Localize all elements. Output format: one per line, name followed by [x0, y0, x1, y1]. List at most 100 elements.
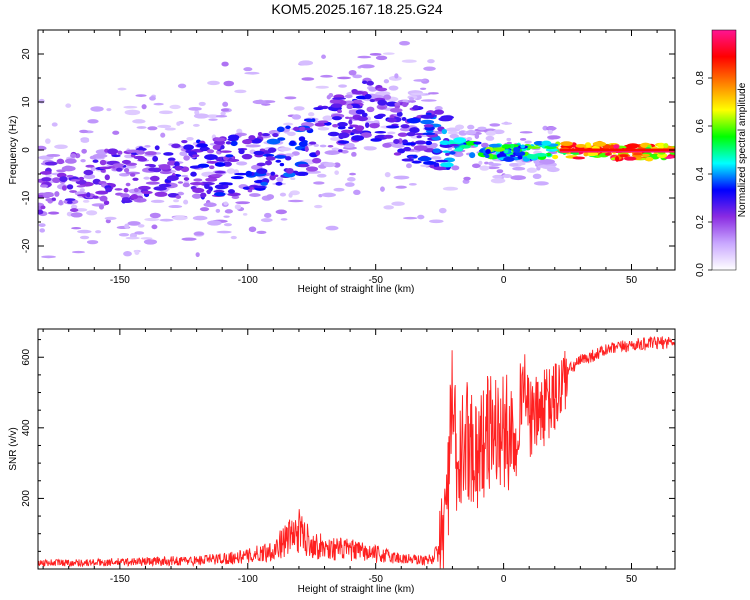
snr-y-ticks: 200 400 600 — [21, 339, 675, 570]
spectrogram-cell — [193, 231, 204, 236]
spectrogram-cell — [395, 185, 407, 189]
spectrogram-cell — [547, 129, 553, 135]
spectrogram-cell — [547, 126, 557, 131]
spectrogram-cell — [159, 218, 174, 222]
spectrogram-cell — [474, 133, 480, 139]
spectrogram-cell — [274, 174, 279, 177]
spectrogram-y-ticks: -20 -10 0 10 20 — [21, 29, 675, 271]
spectrogram-cell — [136, 197, 141, 202]
spectrogram-cell — [401, 158, 415, 162]
spectrogram-cell — [266, 138, 281, 145]
spectrogram-cell — [449, 133, 459, 139]
spectrogram-cell — [293, 126, 300, 132]
spectrogram-cell — [473, 141, 482, 145]
spectrogram-cell — [223, 80, 235, 87]
spectrogram-cell — [423, 161, 437, 165]
spectrogram-cell — [361, 80, 368, 84]
spectrogram-cell — [234, 172, 248, 176]
spectrogram-cell — [270, 171, 276, 176]
spectrogram-cell — [420, 119, 435, 125]
spectrogram-cell — [111, 154, 121, 158]
spectrogram-cell — [438, 116, 453, 122]
spectrogram-y-tick-label: -20 — [21, 238, 32, 253]
spectrogram-cell — [313, 181, 325, 185]
spectrogram-cell — [117, 150, 123, 155]
spectrogram-cell — [38, 223, 46, 228]
spectrogram-cell — [171, 143, 181, 149]
spectrogram-cell — [301, 77, 315, 81]
spectrogram-cell — [78, 176, 85, 181]
spectrogram-cell — [147, 126, 158, 131]
spectrogram-cell — [140, 237, 153, 240]
spectrogram-cell — [467, 124, 475, 130]
spectrogram-cell — [348, 116, 353, 120]
spectrogram-cell — [207, 220, 222, 226]
spectrogram-cell — [138, 146, 144, 150]
spectrogram-cell — [422, 132, 436, 136]
spectrogram-cell — [391, 201, 405, 206]
spectrogram-x-ticks: -150 -100 -50 0 50 — [42, 30, 658, 286]
spectrogram-cell — [129, 173, 136, 177]
spectrogram-xlabel: Height of straight line (km) — [298, 284, 415, 295]
spectrogram-cell — [274, 155, 288, 159]
spectrogram-cell — [333, 187, 345, 192]
spectrogram-cell — [305, 119, 314, 123]
spectrogram-cell — [153, 102, 164, 106]
spectrogram-cell — [79, 235, 90, 240]
spectrogram-cell — [256, 162, 266, 167]
spectrogram-cell — [199, 146, 210, 152]
spectrogram-cell — [348, 119, 353, 125]
spectrogram-cell — [331, 116, 343, 121]
spectrogram-cell — [368, 87, 378, 92]
spectrogram-cell — [619, 154, 629, 158]
spectrogram-cell — [317, 126, 330, 131]
spectrogram-cell — [123, 167, 130, 173]
spectrogram-cell — [336, 76, 352, 80]
spectrogram-cell — [177, 83, 187, 89]
spectrogram-cell — [207, 80, 220, 86]
spectrogram-cell — [86, 210, 98, 216]
spectrogram-cell — [420, 99, 437, 102]
spectrogram-cell — [71, 226, 82, 230]
spectrogram-x-tick-label: -100 — [238, 275, 258, 286]
spectrogram-cell — [332, 97, 346, 100]
spectrogram-cell — [377, 99, 388, 106]
spectrogram-cell — [46, 153, 61, 157]
spectrogram-cell — [92, 159, 99, 163]
spectrogram-cell — [135, 94, 147, 97]
spectrogram-cell — [98, 204, 105, 210]
spectrogram-cell — [455, 147, 464, 152]
spectrogram-cell — [40, 205, 46, 210]
page-title: KOM5.2025.167.18.25.G24 — [271, 1, 443, 17]
snr-frame — [37, 328, 676, 570]
spectrogram-cell — [45, 138, 51, 144]
spectrogram-cell — [471, 163, 481, 169]
spectrogram-cell — [244, 71, 260, 75]
spectrogram-x-tick-label: -150 — [110, 275, 130, 286]
spectrogram-cell — [192, 215, 208, 221]
spectrogram-cell — [509, 143, 515, 149]
spectrogram-cell — [192, 187, 205, 194]
spectrogram-cell — [226, 182, 233, 186]
spectrogram-cell — [204, 154, 218, 161]
spectrogram-cell — [453, 137, 467, 144]
spectrogram-cell — [420, 164, 429, 168]
spectrogram-cell — [287, 199, 304, 203]
spectrogram-cell — [357, 116, 368, 122]
spectrogram-cell — [242, 139, 253, 145]
spectrogram-cell — [346, 104, 354, 110]
spectrogram-cell — [260, 181, 268, 186]
spectrogram-cell — [442, 150, 451, 153]
spectrogram-cell — [226, 168, 236, 174]
colorbar-gradient — [712, 30, 736, 270]
spectrogram-cell — [206, 149, 215, 154]
spectrogram-cell — [413, 145, 428, 151]
spectrogram-cell — [215, 115, 228, 118]
spectrogram-cell — [266, 194, 275, 200]
spectrogram-cell — [277, 137, 286, 141]
spectrogram-cell — [132, 119, 146, 124]
spectrogram-cell — [340, 129, 353, 134]
spectrogram-cell — [79, 129, 89, 134]
spectrogram-cell — [112, 130, 120, 135]
spectrogram-cell — [397, 132, 408, 137]
